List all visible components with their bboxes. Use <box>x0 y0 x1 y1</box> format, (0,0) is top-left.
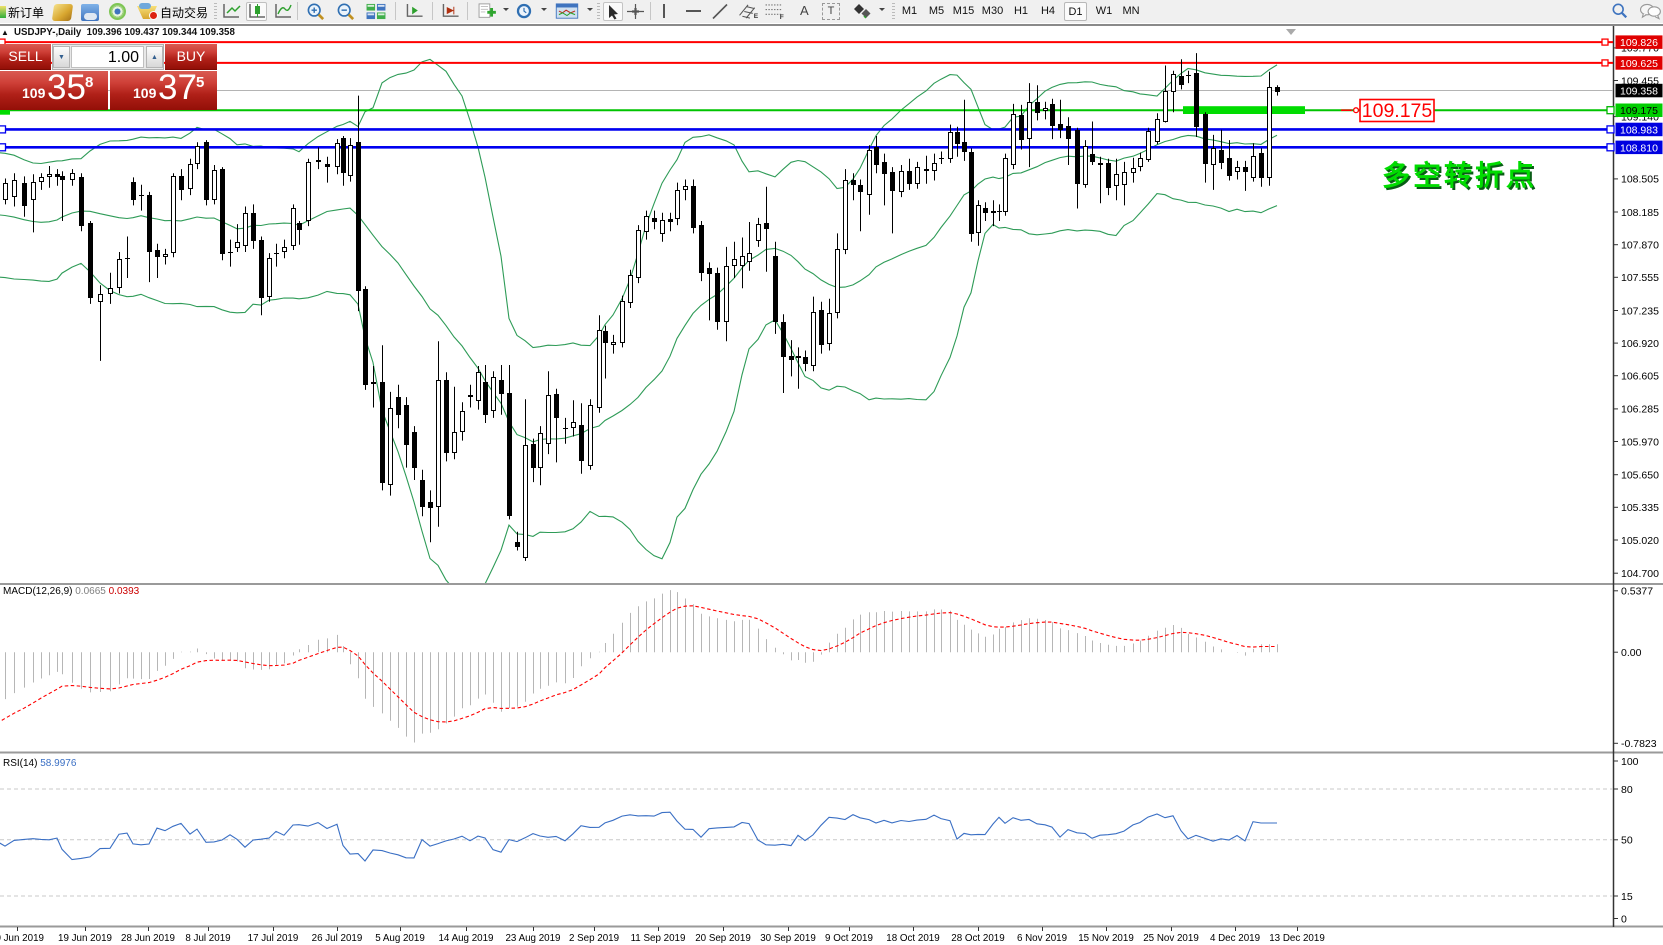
svg-text:多空转折点: 多空转折点 <box>1384 161 1539 193</box>
svg-text:11 Sep 2019: 11 Sep 2019 <box>631 933 686 944</box>
svg-text:108.983: 108.983 <box>1620 124 1658 136</box>
svg-text:26 Jul 2019: 26 Jul 2019 <box>312 933 363 944</box>
svg-text:108.810: 108.810 <box>1620 142 1658 154</box>
svg-text:4 Dec 2019: 4 Dec 2019 <box>1210 933 1260 944</box>
svg-text:0.5377: 0.5377 <box>1621 586 1653 598</box>
svg-text:20 Sep 2019: 20 Sep 2019 <box>695 933 751 944</box>
svg-text:0: 0 <box>1621 913 1627 925</box>
svg-text:107.870: 107.870 <box>1621 240 1659 252</box>
svg-text:109.358: 109.358 <box>1620 86 1658 98</box>
svg-text:105.650: 105.650 <box>1621 470 1659 482</box>
svg-text:MACD(12,26,9) 0.0665 0.0393: MACD(12,26,9) 0.0665 0.0393 <box>3 586 140 597</box>
svg-text:14 Aug 2019: 14 Aug 2019 <box>438 933 493 944</box>
svg-text:25 Nov 2019: 25 Nov 2019 <box>1143 933 1199 944</box>
svg-text:10 Jun 2019: 10 Jun 2019 <box>0 933 44 944</box>
svg-text:23 Aug 2019: 23 Aug 2019 <box>505 933 560 944</box>
svg-text:107.555: 107.555 <box>1621 272 1659 284</box>
svg-text:8 Jul 2019: 8 Jul 2019 <box>185 933 230 944</box>
svg-text:105.970: 105.970 <box>1621 436 1659 448</box>
svg-text:28 Oct 2019: 28 Oct 2019 <box>951 933 1004 944</box>
svg-text:106.605: 106.605 <box>1621 371 1659 383</box>
svg-text:109.826: 109.826 <box>1620 37 1658 49</box>
svg-text:50: 50 <box>1621 835 1633 847</box>
svg-text:9 Oct 2019: 9 Oct 2019 <box>825 933 873 944</box>
svg-text:5 Aug 2019: 5 Aug 2019 <box>375 933 425 944</box>
svg-text:105.335: 105.335 <box>1621 502 1659 514</box>
svg-text:19 Jun 2019: 19 Jun 2019 <box>58 933 112 944</box>
svg-text:109.175: 109.175 <box>1620 105 1658 117</box>
svg-text:100: 100 <box>1621 756 1639 768</box>
svg-text:108.505: 108.505 <box>1621 174 1659 186</box>
svg-text:RSI(14) 58.9976: RSI(14) 58.9976 <box>3 758 77 769</box>
svg-text:109.625: 109.625 <box>1620 58 1658 70</box>
svg-text:E: E <box>754 13 759 20</box>
svg-text:13 Dec 2019: 13 Dec 2019 <box>1269 933 1325 944</box>
svg-text:30 Sep 2019: 30 Sep 2019 <box>760 933 816 944</box>
svg-text:F: F <box>780 14 784 20</box>
svg-text:2 Sep 2019: 2 Sep 2019 <box>569 933 619 944</box>
svg-text:18 Oct 2019: 18 Oct 2019 <box>886 933 939 944</box>
svg-text:80: 80 <box>1621 784 1633 796</box>
svg-text:多空转折点: 多空转折点 <box>1382 159 1537 191</box>
svg-text:15 Nov 2019: 15 Nov 2019 <box>1078 933 1134 944</box>
svg-text:6 Nov 2019: 6 Nov 2019 <box>1017 933 1067 944</box>
svg-text:106.920: 106.920 <box>1621 338 1659 350</box>
svg-text:105.020: 105.020 <box>1621 535 1659 547</box>
svg-text:109.175: 109.175 <box>1362 100 1433 122</box>
svg-text:-0.7823: -0.7823 <box>1621 738 1657 750</box>
svg-text:17 Jul 2019: 17 Jul 2019 <box>248 933 299 944</box>
svg-text:15: 15 <box>1621 891 1633 903</box>
svg-text:28 Jun 2019: 28 Jun 2019 <box>121 933 175 944</box>
svg-text:0.00: 0.00 <box>1621 647 1642 659</box>
svg-text:107.235: 107.235 <box>1621 305 1659 317</box>
svg-text:108.185: 108.185 <box>1621 207 1659 219</box>
svg-text:104.700: 104.700 <box>1621 568 1659 580</box>
svg-text:106.285: 106.285 <box>1621 404 1659 416</box>
